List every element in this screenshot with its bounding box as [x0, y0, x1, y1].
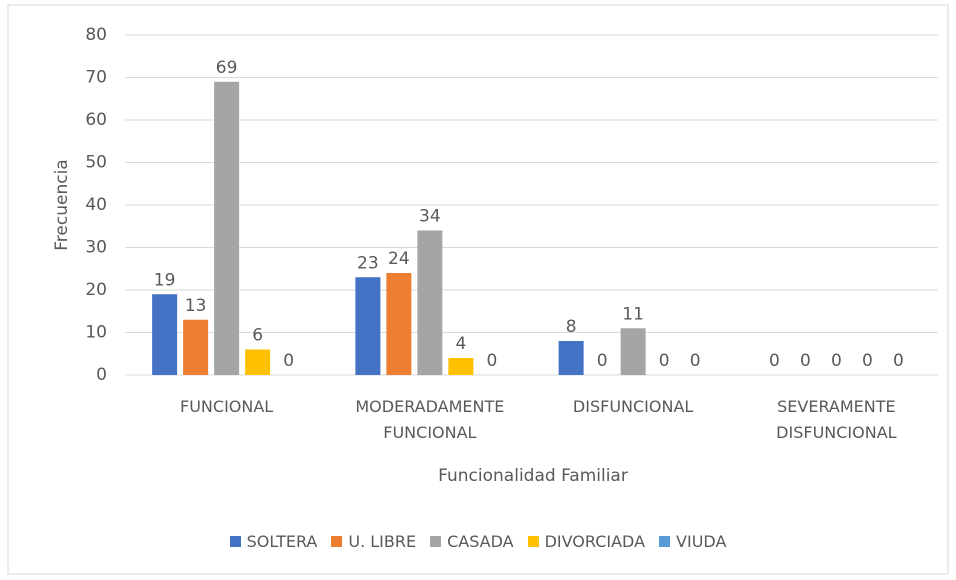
y-tick-label: 20 — [85, 280, 107, 300]
data-label: 23 — [357, 253, 379, 273]
bar — [152, 294, 178, 375]
bar — [448, 358, 474, 375]
legend-swatch — [659, 536, 671, 547]
data-label: 0 — [690, 351, 701, 371]
data-label: 69 — [216, 58, 238, 78]
y-tick-label: 30 — [85, 238, 107, 258]
y-tick-label: 0 — [96, 365, 107, 385]
legend-label: VIUDA — [676, 532, 727, 551]
y-tick-label: 50 — [85, 153, 107, 173]
legend-item: SOLTERA — [229, 532, 318, 551]
data-label: 13 — [185, 296, 207, 316]
bar — [558, 341, 584, 375]
legend-swatch — [430, 536, 442, 547]
data-label: 0 — [893, 351, 904, 371]
data-label: 0 — [283, 351, 294, 371]
legend-label: U. LIBRE — [348, 532, 417, 551]
x-tick-label: SEVERAMENTE DISFUNCIONAL — [776, 397, 897, 442]
y-tick-label: 10 — [85, 323, 107, 343]
bar — [386, 273, 412, 375]
x-tick-label: DISFUNCIONAL — [572, 397, 694, 416]
data-label: 6 — [252, 326, 263, 346]
data-label: 34 — [419, 207, 441, 227]
legend-label: CASADA — [447, 532, 514, 551]
y-tick-label: 60 — [85, 110, 107, 130]
y-axis-title: Frecuencia — [52, 159, 72, 250]
x-axis-title: Funcionalidad Familiar — [438, 466, 628, 486]
legend-swatch — [527, 536, 539, 547]
bar — [245, 349, 271, 375]
legend-label: DIVORCIADA — [544, 532, 646, 551]
legend-item: CASADA — [430, 532, 514, 551]
data-label: 0 — [659, 351, 670, 371]
legend: SOLTERA U. LIBRE CASADA DIVORCIADA VIUDA — [0, 532, 956, 551]
y-tick-label: 40 — [85, 195, 107, 215]
bar — [620, 328, 646, 375]
data-label: 0 — [597, 351, 608, 371]
legend-item: DIVORCIADA — [527, 532, 646, 551]
data-label: 0 — [800, 351, 811, 371]
legend-swatch — [331, 536, 343, 547]
data-label: 19 — [154, 270, 176, 290]
data-label: 0 — [862, 351, 873, 371]
legend-item: VIUDA — [659, 532, 726, 551]
data-label: 11 — [622, 304, 644, 324]
bar — [355, 277, 381, 375]
legend-item: U. LIBRE — [331, 532, 416, 551]
data-label: 8 — [566, 317, 577, 337]
legend-swatch — [229, 536, 241, 547]
data-label: 0 — [831, 351, 842, 371]
x-tick-label: FUNCIONAL — [180, 397, 274, 416]
data-label: 4 — [455, 334, 466, 354]
bar — [417, 230, 443, 375]
data-label: 24 — [388, 249, 410, 269]
x-tick-label: MODERADAMENTE FUNCIONAL — [355, 397, 505, 442]
y-tick-label: 80 — [85, 25, 107, 45]
bar — [183, 319, 209, 375]
data-label: 0 — [486, 351, 497, 371]
data-label: 0 — [769, 351, 780, 371]
y-tick-label: 70 — [85, 68, 107, 88]
legend-label: SOLTERA — [246, 532, 318, 551]
bar — [214, 81, 240, 375]
